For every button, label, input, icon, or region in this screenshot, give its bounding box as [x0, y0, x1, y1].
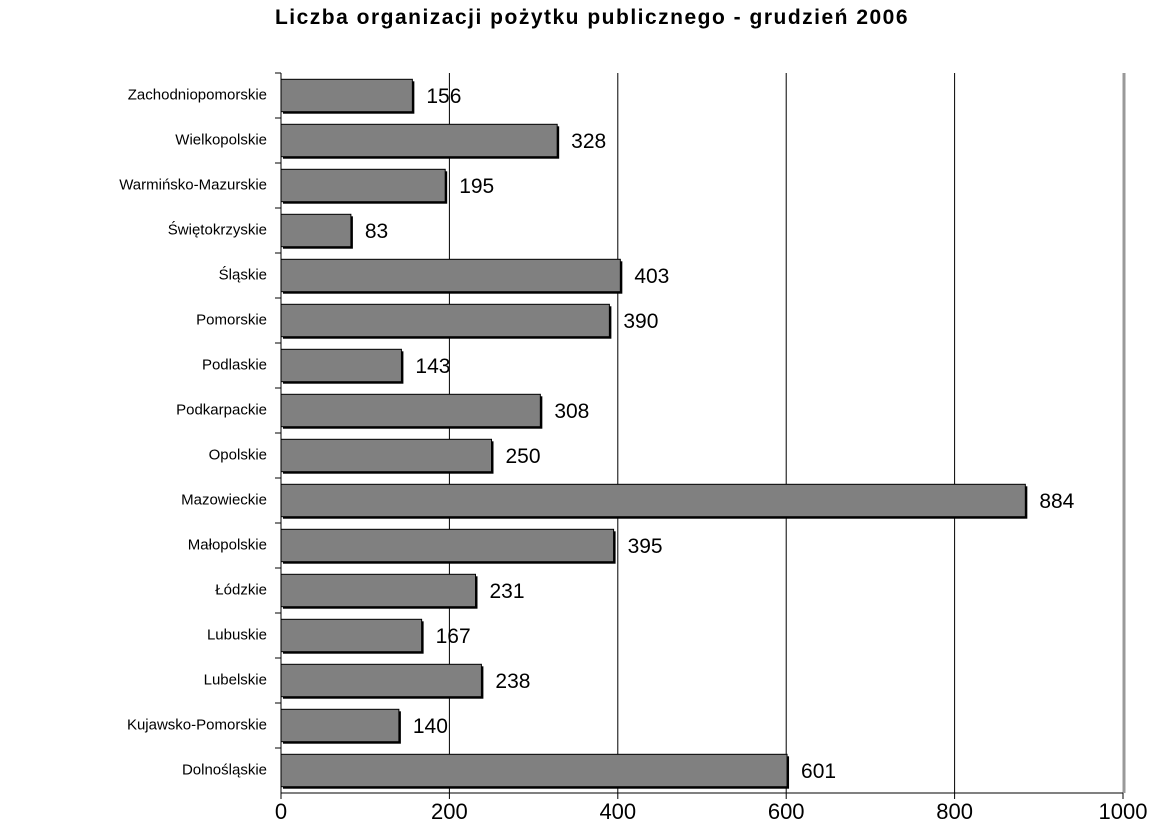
value-label: 328 — [571, 130, 606, 153]
y-tick-label: Lubuskie — [207, 626, 267, 643]
bar — [280, 123, 558, 158]
bar — [280, 663, 482, 698]
y-tick-label: Zachodniopomorskie — [128, 86, 267, 103]
y-tick-label: Wielkopolskie — [175, 131, 267, 148]
value-label: 83 — [365, 220, 388, 243]
x-tick-label: 0 — [275, 799, 287, 824]
y-tick-label: Lubelskie — [204, 671, 267, 688]
y-tick-label: Mazowieckie — [181, 491, 267, 508]
value-label: 195 — [459, 175, 494, 198]
value-label: 143 — [415, 355, 450, 378]
bar — [280, 753, 788, 788]
x-tick-label: 600 — [768, 799, 805, 824]
y-tick-label: Podkarpackie — [176, 401, 267, 418]
y-tick-label: Warmińsko-Mazurskie — [119, 176, 267, 193]
x-tick-label: 400 — [599, 799, 636, 824]
value-label: 231 — [490, 580, 525, 603]
x-tick-label: 1000 — [1099, 799, 1148, 824]
value-label: 250 — [506, 445, 541, 468]
bar — [280, 393, 541, 428]
y-tick-label: Świętokrzyskie — [168, 220, 267, 238]
value-label: 308 — [554, 400, 589, 423]
value-label: 601 — [801, 760, 836, 783]
bar — [280, 258, 621, 293]
y-tick-label: Łódzkie — [215, 581, 267, 598]
y-tick-label: Opolskie — [209, 446, 267, 463]
bar — [280, 213, 352, 248]
bar — [280, 348, 402, 383]
bar — [280, 303, 610, 338]
bar — [280, 168, 446, 203]
chart-title: Liczba organizacji pożytku publicznego -… — [274, 6, 910, 29]
bar — [280, 573, 477, 608]
value-label: 238 — [495, 670, 530, 693]
y-tick-label: Kujawsko-Pomorskie — [127, 716, 267, 733]
bar — [280, 708, 400, 743]
value-label: 390 — [623, 310, 658, 333]
bar — [280, 483, 1026, 518]
value-label: 156 — [426, 85, 461, 108]
y-tick-label: Podlaskie — [202, 356, 267, 373]
x-tick-label: 800 — [936, 799, 973, 824]
bar — [280, 438, 492, 473]
y-tick-label: Pomorskie — [196, 311, 267, 328]
bar — [280, 618, 423, 653]
y-tick-label: Śląskie — [219, 265, 267, 283]
bar — [280, 78, 413, 113]
bar — [280, 528, 615, 563]
value-label: 167 — [436, 625, 471, 648]
value-label: 884 — [1039, 490, 1074, 513]
x-tick-label: 200 — [431, 799, 468, 824]
value-label: 140 — [413, 715, 448, 738]
value-label: 403 — [634, 265, 669, 288]
y-tick-label: Małopolskie — [188, 536, 267, 553]
y-tick-label: Dolnośląskie — [182, 761, 267, 778]
value-label: 395 — [628, 535, 663, 558]
